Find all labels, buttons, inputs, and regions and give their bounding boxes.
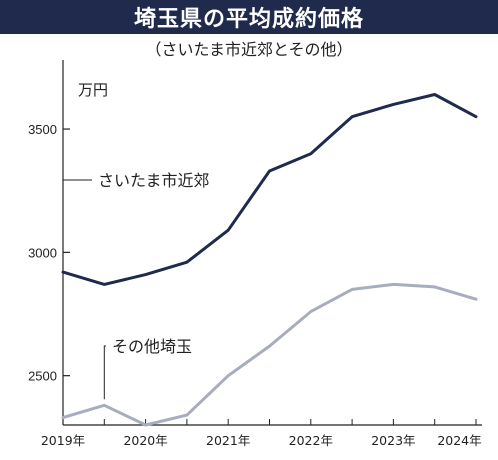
y-unit-label: 万円 xyxy=(78,81,108,99)
x-tick-label: 2020年 xyxy=(123,433,167,448)
y-tick-label: 2500 xyxy=(28,369,57,384)
series-label: さいたま市近郊 xyxy=(98,171,210,190)
series-line xyxy=(61,93,478,286)
x-tick-label: 2023年 xyxy=(371,433,415,448)
chart-subtitle: （さいたま市近郊とその他） xyxy=(145,40,353,59)
y-ticks: 2500 3000 3500 xyxy=(28,122,70,384)
x-tick-label: 2021年 xyxy=(206,433,250,448)
series-lines xyxy=(61,93,478,427)
series-label-leader xyxy=(103,345,106,400)
chart-title: 埼玉県の平均成約価格 xyxy=(0,0,498,34)
y-tick-label: 3500 xyxy=(28,122,57,137)
x-ticks: 2019年 2020年 2021年 2022年 2023年 2024年 xyxy=(41,419,482,448)
axes xyxy=(62,60,482,426)
series-label: その他埼玉 xyxy=(112,337,192,356)
series-line xyxy=(61,282,478,427)
x-tick-label: 2019年 xyxy=(41,433,85,448)
y-tick-label: 3000 xyxy=(28,245,57,260)
x-tick-label: 2024年 xyxy=(437,433,481,448)
x-tick-label: 2022年 xyxy=(289,433,333,448)
series-label-leader xyxy=(62,179,92,267)
